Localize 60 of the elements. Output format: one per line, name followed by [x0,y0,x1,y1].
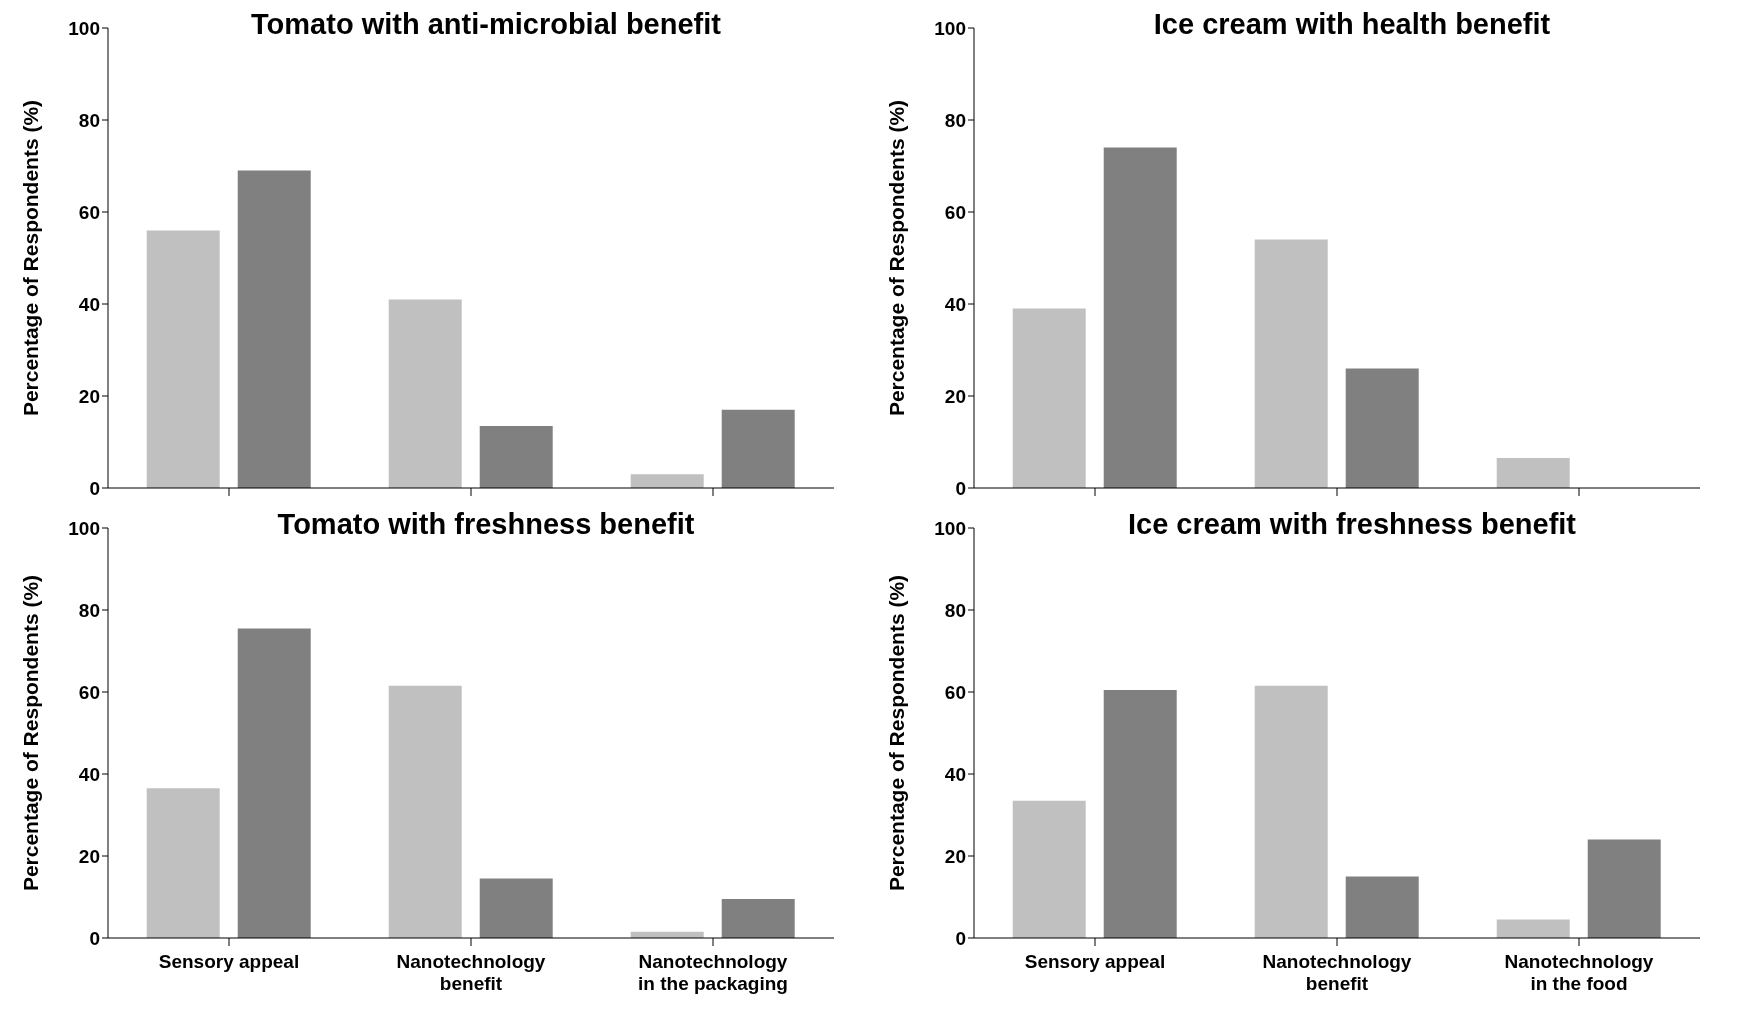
x-tick-label: Nanotechnology benefit [396,951,546,994]
bar [1254,685,1328,938]
bar [1254,239,1328,488]
x-tick-label: Nanotechnology in the packaging [638,951,788,994]
bar [146,230,220,488]
bar [1103,689,1177,938]
y-tick-label: 80 [944,599,966,621]
bar [721,409,795,488]
y-tick-label: 60 [78,201,100,223]
bar [237,170,311,488]
y-tick-label: 20 [944,385,966,407]
bar [479,425,553,488]
y-tick-label: 20 [78,845,100,867]
y-tick-label: 0 [955,927,966,949]
y-tick-label: 60 [78,681,100,703]
y-tick-label: 100 [68,17,100,39]
y-tick-label: 20 [78,385,100,407]
y-tick-label: 80 [78,109,100,131]
y-tick-label: 0 [89,927,100,949]
x-tick-label: Sensory appeal [158,951,300,972]
bar [1345,876,1419,938]
y-axis-title: Percentage of Respondents (%) [19,99,43,417]
y-tick-label: 100 [934,517,966,539]
y-tick-label: 100 [934,17,966,39]
bar [479,878,553,938]
bar [1012,308,1086,488]
y-axis-title: Percentage of Respondents (%) [885,99,909,417]
chart-title: Tomato with anti-microbial benefit [250,8,722,41]
bar [1587,839,1661,938]
bar [388,299,462,488]
y-tick-label: 80 [78,599,100,621]
chart-title: Ice cream with health benefit [1152,8,1552,41]
y-tick-label: 80 [944,109,966,131]
x-tick-label: Sensory appeal [1024,951,1166,972]
bar [237,628,311,938]
bar [1496,458,1570,488]
bar [1345,368,1419,488]
bar [1496,919,1570,938]
bar [146,788,220,938]
bar [388,685,462,938]
y-tick-label: 40 [78,293,100,315]
x-tick-label: Nanotechnology in the food [1504,951,1654,994]
y-tick-label: 0 [89,477,100,499]
y-axis-title: Percentage of Respondents (%) [19,574,43,892]
y-tick-label: 40 [944,763,966,785]
y-axis-title: Percentage of Respondents (%) [885,574,909,892]
y-tick-label: 100 [68,517,100,539]
bar [1012,800,1086,938]
y-tick-label: 0 [955,477,966,499]
y-tick-label: 20 [944,845,966,867]
y-tick-label: 60 [944,201,966,223]
bar [1103,147,1177,488]
y-tick-label: 60 [944,681,966,703]
y-tick-label: 40 [944,293,966,315]
chart-title: Tomato with freshness benefit [276,508,696,541]
bar [630,474,704,488]
chart-title: Ice cream with freshness benefit [1126,508,1578,541]
bar [721,899,795,938]
y-tick-label: 40 [78,763,100,785]
x-tick-label: Nanotechnology benefit [1262,951,1412,994]
